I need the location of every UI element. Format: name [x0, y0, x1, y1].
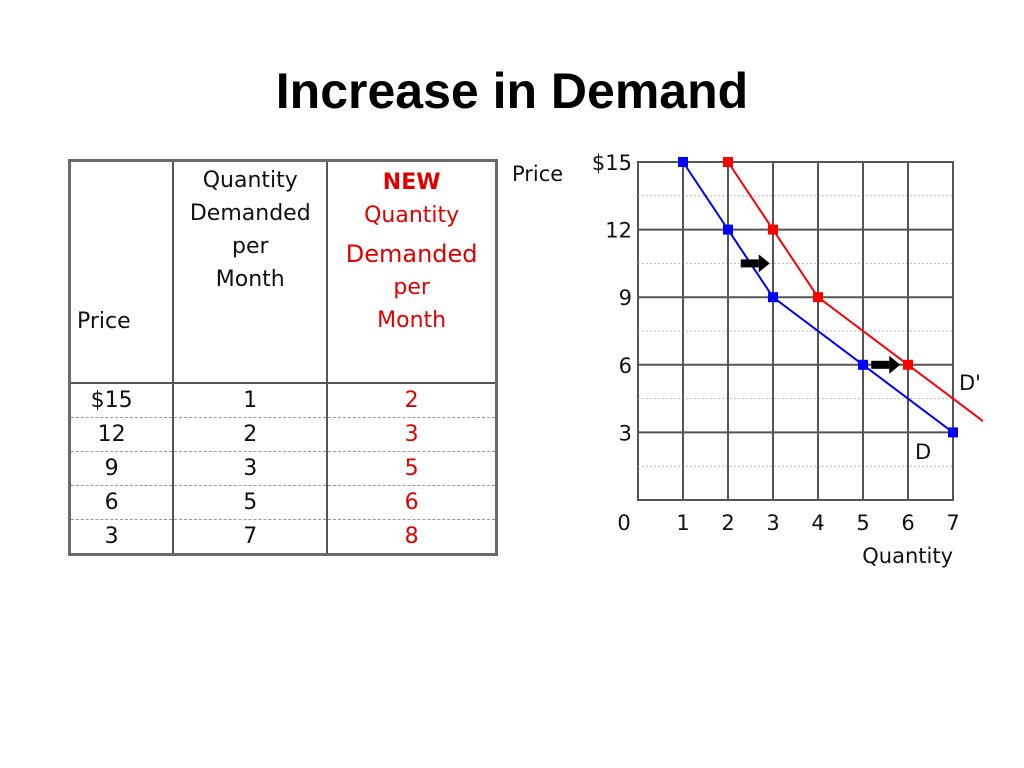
x-tick-label: 6 — [901, 511, 914, 535]
header-line: Quantity — [202, 168, 298, 193]
x-tick-label: 7 — [946, 511, 959, 535]
x-tick-label: 4 — [811, 511, 824, 535]
price-cell: 3 — [69, 519, 175, 555]
x-tick-label: 2 — [721, 511, 734, 535]
data-point — [723, 224, 733, 235]
x-tick-label: 0 — [617, 511, 630, 535]
new-quantity-cell: 5 — [327, 451, 497, 486]
price-cell: 9 — [69, 451, 175, 486]
slide-title: Increase in Demand — [275, 63, 749, 119]
quantity-cell: 7 — [173, 519, 329, 555]
chart-grid — [637, 161, 954, 501]
y-tick-label: 6 — [619, 354, 632, 378]
chart-series — [678, 157, 983, 438]
shift-arrow — [871, 355, 901, 374]
series-label-d-prime: D' — [959, 371, 981, 395]
arrow-head — [889, 355, 901, 374]
new-quantity-cell: 6 — [327, 485, 497, 520]
new-quantity-cell: 8 — [404, 524, 419, 549]
table-row: $15 1 2 — [69, 383, 497, 418]
header-line: Demanded — [345, 240, 478, 268]
table-header-row: Price Quantity Demanded per Month NEW Qu… — [69, 160, 497, 384]
price-cell: 6 — [69, 485, 175, 520]
header-line: Demanded — [189, 201, 311, 226]
y-tick-label: 3 — [619, 421, 632, 445]
data-point — [948, 427, 958, 438]
x-tick-label: 1 — [676, 511, 689, 535]
quantity-cell: 2 — [173, 417, 329, 452]
table-row: 12 2 3 — [69, 417, 497, 452]
y-tick-label: $15 — [592, 151, 632, 175]
shift-arrow — [740, 254, 770, 273]
new-quantity-column-header: NEW Quantity Demanded per Month — [327, 160, 497, 384]
data-point — [768, 292, 778, 303]
header-line: per — [231, 234, 269, 259]
data-point — [903, 359, 913, 370]
header-line: NEW — [382, 170, 441, 195]
y-tick-label: 12 — [605, 219, 632, 243]
arrow-shaft — [740, 259, 759, 268]
data-point — [858, 359, 868, 370]
series-label-d: D — [915, 440, 931, 464]
demand-schedule-table: Price Quantity Demanded per Month NEW Qu… — [68, 159, 498, 556]
quantity-column-header: Quantity Demanded per Month — [173, 160, 329, 384]
new-quantity-cell: 2 — [327, 383, 497, 418]
arrow-shaft — [871, 360, 890, 369]
data-point — [813, 292, 823, 303]
header-line: Month — [377, 308, 447, 333]
quantity-cell: 1 — [173, 383, 329, 418]
chart-annotations — [740, 254, 901, 374]
table-row: 6 5 6 — [69, 485, 497, 520]
header-line: per — [393, 275, 430, 300]
data-point — [678, 157, 688, 167]
price-column-header: Price — [69, 160, 175, 384]
header-line: Month — [215, 267, 285, 292]
table-row: 9 3 5 — [69, 451, 497, 486]
header-line: Quantity — [364, 203, 460, 228]
x-axis-label: Quantity — [862, 544, 953, 568]
table-row: 3 7 8 — [69, 519, 497, 555]
price-cell: 12 — [69, 417, 175, 452]
x-tick-label: 5 — [856, 511, 869, 535]
price-cell: $15 — [69, 383, 175, 418]
data-point — [723, 157, 733, 167]
y-axis-label: Price — [512, 162, 563, 186]
quantity-cell: 3 — [173, 451, 329, 486]
quantity-cell: 5 — [173, 485, 329, 520]
y-tick-label: 9 — [619, 286, 632, 310]
new-quantity-cell: 3 — [327, 417, 497, 452]
x-tick-label: 3 — [766, 511, 779, 535]
data-point — [768, 224, 778, 235]
arrow-head — [758, 254, 770, 273]
